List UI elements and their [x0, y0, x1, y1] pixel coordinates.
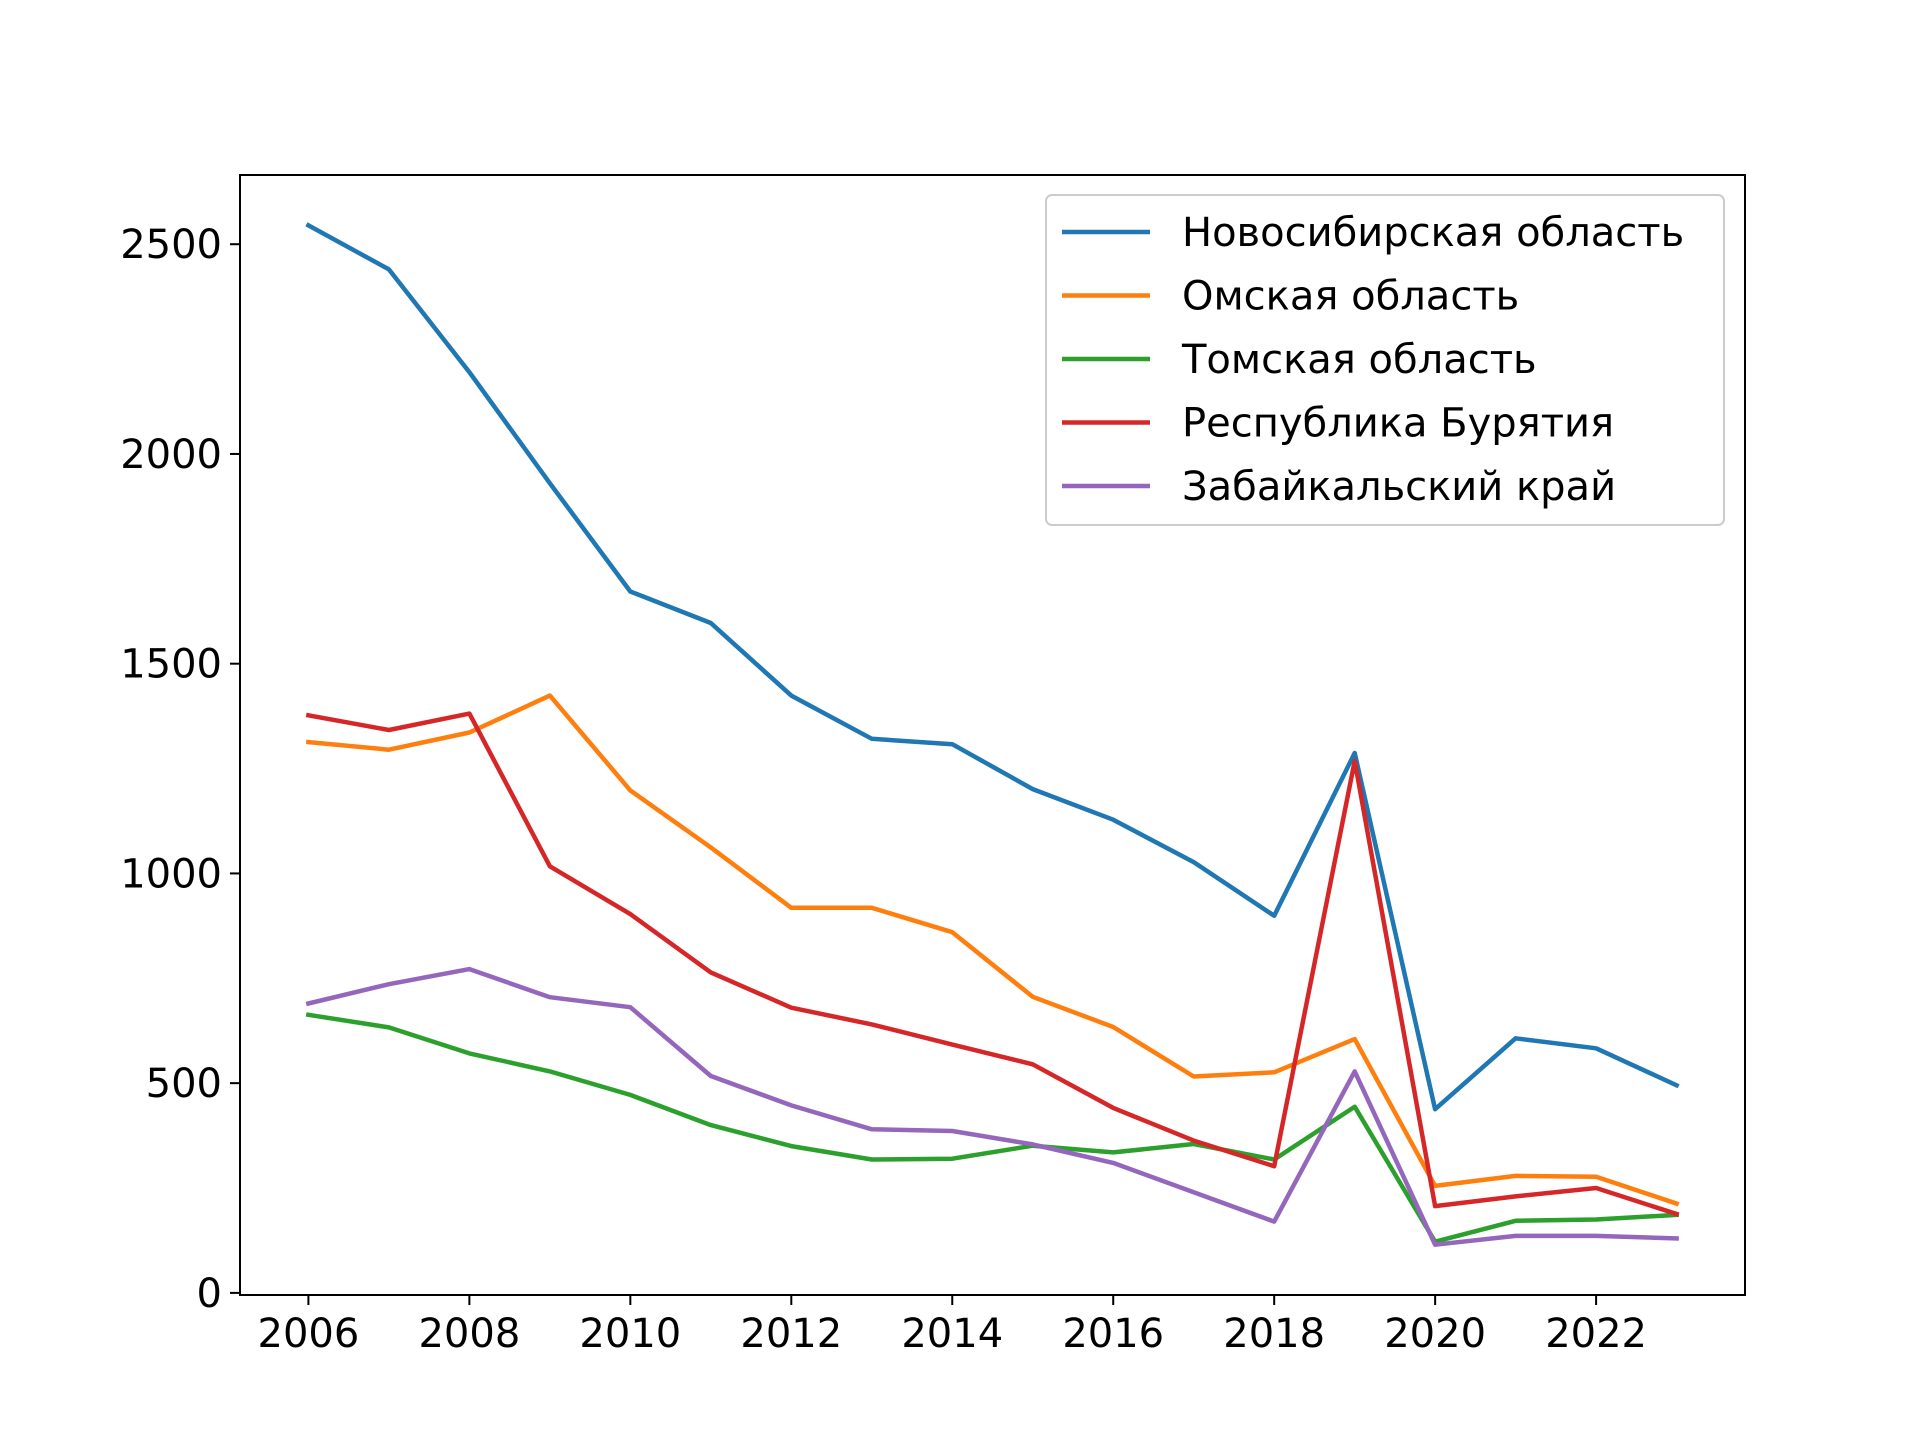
series-layer [305, 222, 1680, 1247]
x-tick-label-2018: 2018 [1223, 1311, 1325, 1357]
legend-label-series-4: Республика Бурятия [1182, 401, 1614, 447]
legend-label-series-1: Новосибирская область [1182, 210, 1684, 256]
y-tick-label-0: 0 [197, 1271, 222, 1317]
x-tick-label-2008: 2008 [418, 1311, 520, 1357]
legend-label-series-2: Омская область [1182, 274, 1519, 320]
legend-label-series-5: Забайкальский край [1182, 464, 1616, 510]
x-tick-label-2014: 2014 [901, 1311, 1003, 1357]
x-tick-label-2012: 2012 [740, 1311, 842, 1357]
series-1-line [305, 222, 1680, 1112]
series-5-line [305, 966, 1679, 1247]
y-tick-label-2500: 2500 [120, 222, 222, 268]
series-4-line [305, 711, 1680, 1217]
series-3-line [305, 1012, 1679, 1244]
x-tick-label-2022: 2022 [1545, 1311, 1647, 1357]
y-tick-label-1000: 1000 [120, 851, 222, 897]
y-tick-label-2000: 2000 [120, 432, 222, 478]
y-axis: 0 500 1000 1500 2000 2500 [120, 222, 240, 1317]
legend-box [1045, 194, 1725, 526]
x-tick-label-2020: 2020 [1384, 1311, 1486, 1357]
x-axis: 2006 2008 2010 2012 2014 2016 2018 2020 2022 [258, 1295, 1647, 1357]
x-tick-label-2006: 2006 [258, 1311, 360, 1357]
x-tick-label-2010: 2010 [579, 1311, 681, 1357]
series-2-line [305, 693, 1680, 1207]
y-tick-label-500: 500 [146, 1061, 222, 1107]
legend-label-series-3: Томская область [1181, 337, 1537, 383]
legend: Новосибирская область Омская область Томск… [1045, 194, 1725, 526]
axes-frame [239, 174, 1746, 1296]
y-tick-label-1500: 1500 [120, 642, 222, 688]
x-tick-label-2016: 2016 [1062, 1311, 1164, 1357]
